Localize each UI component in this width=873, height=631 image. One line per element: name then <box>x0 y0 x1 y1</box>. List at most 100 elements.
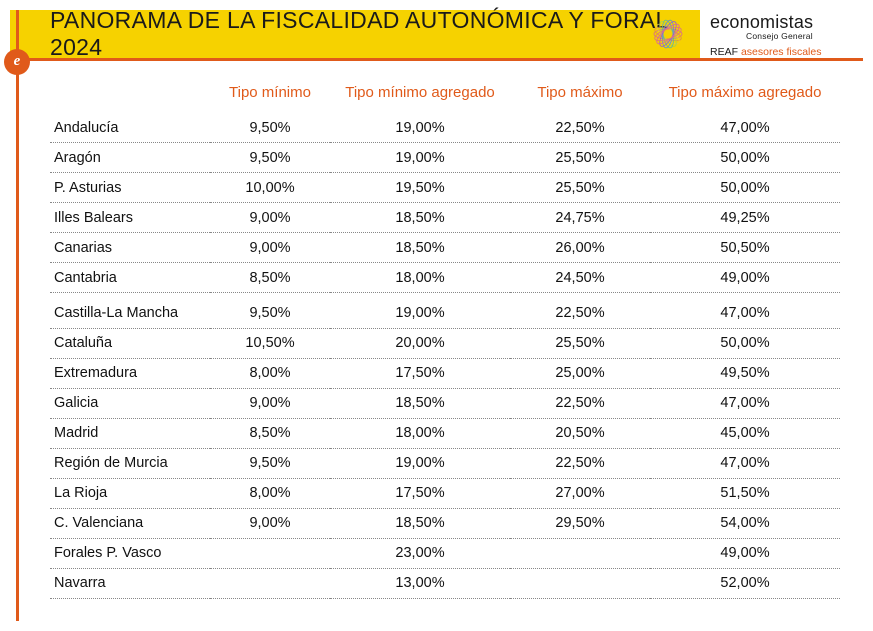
col-tipo-minimo-agregado: Tipo mínimo agregado <box>330 78 510 113</box>
brand-reaf-label: REAF <box>710 46 738 58</box>
cell-value: 19,00% <box>330 143 510 173</box>
brand-circle-glyph: e <box>14 54 21 69</box>
cell-value: 9,50% <box>210 113 330 143</box>
table-header-row: Tipo mínimo Tipo mínimo agregado Tipo má… <box>50 78 840 113</box>
table-row: Canarias9,00%18,50%26,00%50,50% <box>50 233 840 263</box>
cell-value: 26,00% <box>510 233 650 263</box>
cell-value: 19,00% <box>330 113 510 143</box>
cell-value <box>510 538 650 568</box>
brand-block: economistas Consejo General REAF asesore… <box>710 12 865 58</box>
table-row: Castilla-La Mancha9,50%19,00%22,50%47,00… <box>50 293 840 329</box>
table-row: Madrid8,50%18,00%20,50%45,00% <box>50 418 840 448</box>
cell-value: 27,00% <box>510 478 650 508</box>
brand-reaf-line: REAF asesores fiscales <box>710 46 865 58</box>
cell-value: 17,50% <box>330 478 510 508</box>
region-name: Extremadura <box>50 358 210 388</box>
cell-value: 9,50% <box>210 293 330 329</box>
cell-value: 49,00% <box>650 538 840 568</box>
cell-value: 18,00% <box>330 263 510 293</box>
region-name: P. Asturias <box>50 173 210 203</box>
table-row: Navarra 13,00% 52,00% <box>50 568 840 598</box>
cell-value: 24,75% <box>510 203 650 233</box>
table-corner-cell <box>50 78 210 113</box>
brand-circle-badge: e <box>4 49 30 75</box>
cell-value: 49,50% <box>650 358 840 388</box>
table-row: Galicia9,00%18,50%22,50%47,00% <box>50 388 840 418</box>
cell-value: 25,50% <box>510 173 650 203</box>
cell-value: 50,00% <box>650 143 840 173</box>
col-tipo-maximo: Tipo máximo <box>510 78 650 113</box>
table-row: Cataluña10,50%20,00%25,50%50,00% <box>50 328 840 358</box>
table-row: Forales P. Vasco 23,00% 49,00% <box>50 538 840 568</box>
cell-value: 19,00% <box>330 448 510 478</box>
region-name: Región de Murcia <box>50 448 210 478</box>
cell-value: 54,00% <box>650 508 840 538</box>
cell-value <box>210 538 330 568</box>
region-name: Cantabria <box>50 263 210 293</box>
cell-value: 13,00% <box>330 568 510 598</box>
cell-value: 19,50% <box>330 173 510 203</box>
divider-horizontal <box>10 58 863 61</box>
cell-value: 8,00% <box>210 478 330 508</box>
cell-value: 9,00% <box>210 508 330 538</box>
cell-value: 52,00% <box>650 568 840 598</box>
cell-value: 47,00% <box>650 388 840 418</box>
region-name: Forales P. Vasco <box>50 538 210 568</box>
col-tipo-minimo: Tipo mínimo <box>210 78 330 113</box>
cell-value: 22,50% <box>510 113 650 143</box>
cell-value: 51,50% <box>650 478 840 508</box>
cell-value: 47,00% <box>650 113 840 143</box>
cell-value: 8,50% <box>210 263 330 293</box>
region-name: La Rioja <box>50 478 210 508</box>
cell-value: 50,00% <box>650 328 840 358</box>
decorative-flower-icon <box>648 14 688 54</box>
cell-value: 49,00% <box>650 263 840 293</box>
cell-value: 18,50% <box>330 388 510 418</box>
cell-value: 17,50% <box>330 358 510 388</box>
table-row: Extremadura8,00%17,50%25,00%49,50% <box>50 358 840 388</box>
region-name: Galicia <box>50 388 210 418</box>
cell-value: 20,00% <box>330 328 510 358</box>
cell-value: 9,00% <box>210 233 330 263</box>
brand-subtitle: Consejo General <box>746 31 865 41</box>
col-tipo-maximo-agregado: Tipo máximo agregado <box>650 78 840 113</box>
cell-value: 25,50% <box>510 143 650 173</box>
cell-value: 18,50% <box>330 203 510 233</box>
cell-value: 23,00% <box>330 538 510 568</box>
table-row: P. Asturias10,00%19,50%25,50%50,00% <box>50 173 840 203</box>
region-name: Cataluña <box>50 328 210 358</box>
cell-value: 8,00% <box>210 358 330 388</box>
table-row: C. Valenciana9,00%18,50%29,50%54,00% <box>50 508 840 538</box>
cell-value: 10,50% <box>210 328 330 358</box>
cell-value: 45,00% <box>650 418 840 448</box>
divider-vertical <box>16 10 19 621</box>
region-name: C. Valenciana <box>50 508 210 538</box>
table-row: Región de Murcia9,50%19,00%22,50%47,00% <box>50 448 840 478</box>
table-row: La Rioja8,00%17,50%27,00%51,50% <box>50 478 840 508</box>
cell-value: 10,00% <box>210 173 330 203</box>
region-name: Canarias <box>50 233 210 263</box>
cell-value: 19,00% <box>330 293 510 329</box>
cell-value: 22,50% <box>510 388 650 418</box>
table-row: Illes Balears9,00%18,50%24,75%49,25% <box>50 203 840 233</box>
cell-value: 25,50% <box>510 328 650 358</box>
cell-value: 18,50% <box>330 508 510 538</box>
cell-value: 24,50% <box>510 263 650 293</box>
cell-value: 22,50% <box>510 448 650 478</box>
cell-value: 18,00% <box>330 418 510 448</box>
cell-value: 29,50% <box>510 508 650 538</box>
header-bar: PANORAMA DE LA FISCALIDAD AUTONÓMICA Y F… <box>10 10 700 58</box>
cell-value: 47,00% <box>650 293 840 329</box>
cell-value: 18,50% <box>330 233 510 263</box>
table-row: Andalucía9,50%19,00%22,50%47,00% <box>50 113 840 143</box>
cell-value: 20,50% <box>510 418 650 448</box>
table-row: Aragón9,50%19,00%25,50%50,00% <box>50 143 840 173</box>
region-name: Madrid <box>50 418 210 448</box>
cell-value: 9,00% <box>210 388 330 418</box>
cell-value: 50,50% <box>650 233 840 263</box>
cell-value: 47,00% <box>650 448 840 478</box>
cell-value: 8,50% <box>210 418 330 448</box>
cell-value: 9,50% <box>210 143 330 173</box>
region-name: Navarra <box>50 568 210 598</box>
cell-value: 9,50% <box>210 448 330 478</box>
